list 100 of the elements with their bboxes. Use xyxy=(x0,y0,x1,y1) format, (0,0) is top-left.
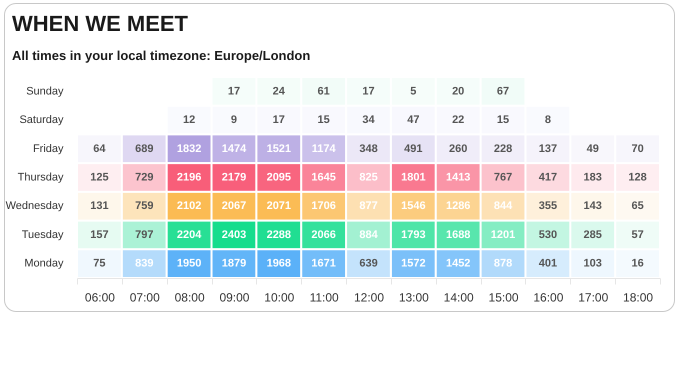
data-label: 9 xyxy=(230,114,238,126)
y-tick-label: Saturday xyxy=(19,114,64,126)
data-label: 137 xyxy=(538,142,558,155)
data-label: 839 xyxy=(135,258,154,270)
data-label: 128 xyxy=(628,172,647,184)
data-label: 70 xyxy=(631,142,644,155)
data-label: 355 xyxy=(538,200,558,212)
data-label: 1286 xyxy=(446,200,470,212)
data-label: 884 xyxy=(359,228,379,241)
data-label: 157 xyxy=(90,228,109,241)
data-label: 17 xyxy=(272,114,285,126)
data-label: 1688 xyxy=(446,228,470,241)
y-tick-label: Sunday xyxy=(26,85,64,98)
data-label: 639 xyxy=(359,258,378,270)
data-label: 8 xyxy=(544,114,551,126)
x-tick-label: 12:00 xyxy=(354,290,384,304)
data-label: 12 xyxy=(182,114,196,126)
data-label: 417 xyxy=(538,172,558,184)
data-label: 877 xyxy=(359,200,378,212)
data-label: 1474 xyxy=(222,142,248,155)
data-label: 2196 xyxy=(176,172,202,184)
data-label: 57 xyxy=(631,228,644,241)
y-tick-label: Wednesday xyxy=(6,200,64,212)
data-label: 65 xyxy=(631,200,644,212)
data-label: 1521 xyxy=(266,142,292,155)
data-label: 401 xyxy=(538,258,558,270)
data-label: 348 xyxy=(359,142,378,155)
data-label: 183 xyxy=(584,172,602,184)
x-tick-label: 17:00 xyxy=(578,290,609,304)
data-label: 34 xyxy=(362,114,376,126)
data-label: 228 xyxy=(494,142,512,155)
x-tick-label: 18:00 xyxy=(623,290,654,304)
data-label: 491 xyxy=(404,142,423,155)
data-label: 260 xyxy=(449,142,468,155)
data-label: 15 xyxy=(496,114,510,126)
x-tick-label: 06:00 xyxy=(84,290,116,304)
data-label: 1201 xyxy=(490,228,516,241)
data-label: 1413 xyxy=(446,172,470,184)
y-tick-label: Tuesday xyxy=(22,228,64,241)
data-label: 1706 xyxy=(311,200,336,212)
data-label: 17 xyxy=(362,85,375,98)
data-label: 1572 xyxy=(401,258,426,270)
data-label: 1950 xyxy=(176,258,202,270)
data-label: 1645 xyxy=(311,172,336,184)
data-label: 131 xyxy=(90,200,109,212)
y-tick-label: Friday xyxy=(32,142,64,155)
data-label: 1546 xyxy=(401,200,426,212)
data-label: 49 xyxy=(586,142,599,155)
x-tick-label: 10:00 xyxy=(264,290,295,304)
data-label: 5 xyxy=(410,85,416,98)
data-label: 844 xyxy=(494,200,514,212)
data-label: 797 xyxy=(135,228,154,241)
data-label: 1793 xyxy=(401,228,426,241)
data-label: 1452 xyxy=(446,258,470,270)
data-label: 1174 xyxy=(312,142,336,155)
data-label: 24 xyxy=(272,85,286,98)
x-tick-label: 09:00 xyxy=(219,290,250,304)
data-label: 47 xyxy=(407,114,420,126)
x-tick-label: 14:00 xyxy=(444,290,474,304)
data-label: 1879 xyxy=(222,258,246,270)
data-label: 17 xyxy=(228,85,240,98)
data-label: 530 xyxy=(538,228,558,241)
y-tick-label: Thursday xyxy=(18,172,64,184)
x-tick-label: 07:00 xyxy=(130,290,160,304)
x-tick-label: 11:00 xyxy=(310,290,340,304)
data-label: 2288 xyxy=(266,228,292,241)
data-label: 759 xyxy=(135,200,154,212)
data-label: 1801 xyxy=(401,172,426,184)
data-label: 2071 xyxy=(266,200,292,212)
data-label: 2102 xyxy=(176,200,202,212)
x-tick-label: 13:00 xyxy=(398,290,430,304)
data-label: 2067 xyxy=(222,200,246,212)
data-label: 125 xyxy=(90,172,109,184)
data-label: 2095 xyxy=(266,172,292,184)
data-label: 285 xyxy=(584,228,602,241)
y-tick-label: Monday xyxy=(24,258,64,270)
data-label: 61 xyxy=(318,85,330,98)
data-label: 767 xyxy=(494,172,512,184)
chart-title: WHEN WE MEET xyxy=(12,11,189,36)
chart-subtitle: All times in your local timezone: Europe/London xyxy=(12,48,310,63)
data-label: 825 xyxy=(359,172,378,184)
data-label: 143 xyxy=(584,200,602,212)
data-label: 729 xyxy=(135,172,154,184)
x-tick-label: 15:00 xyxy=(488,290,519,304)
data-label: 2179 xyxy=(222,172,246,184)
data-label: 689 xyxy=(135,142,154,155)
data-label: 2403 xyxy=(222,228,246,241)
data-label: 2204 xyxy=(176,228,202,241)
x-tick-label: 08:00 xyxy=(174,290,205,304)
data-label: 1968 xyxy=(266,258,292,270)
data-label: 1832 xyxy=(176,142,202,155)
data-label: 67 xyxy=(496,85,510,98)
data-label: 103 xyxy=(584,258,602,270)
data-label: 16 xyxy=(631,258,644,270)
data-label: 15 xyxy=(318,114,330,126)
data-label: 878 xyxy=(494,258,512,270)
x-tick-label: 16:00 xyxy=(533,290,564,304)
data-label: 64 xyxy=(93,142,106,155)
data-label: 22 xyxy=(452,114,464,126)
data-label: 1671 xyxy=(311,258,336,270)
